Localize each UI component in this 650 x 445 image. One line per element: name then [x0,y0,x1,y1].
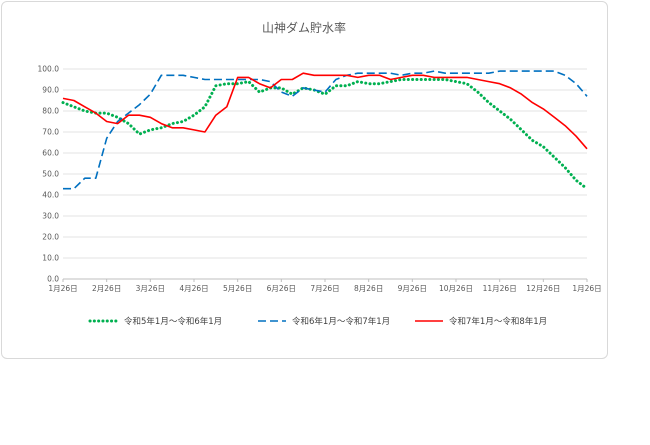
x-tick-label: 8月26日 [354,284,383,293]
y-tick-label: 20.0 [42,233,59,242]
y-axis-ticks: 0.0 10.0 20.0 30.0 40.0 50.0 60.0 70.0 80.0 90.0 1… [38,65,60,284]
series-line-2 [63,70,588,190]
y-tick-label: 50.0 [42,170,59,179]
x-tick-label: 1月26日 [48,284,77,293]
x-axis-ticks: 1月26日 2月26日 3月26日 4月26日 5月26日 6月26日 7月26日 8月26日… [48,279,602,293]
y-tick-label: 80.0 [42,107,59,116]
series-lines [61,70,589,191]
legend: 令和5年1月～令和6年1月 令和6年1月～令和7年1月 令和7年1月～令和8年1月 [88,316,547,327]
x-tick-label: 6月26日 [267,284,296,293]
x-tick-label: 12月26日 [526,284,560,293]
series-line-3 [62,72,588,150]
x-tick-label: 9月26日 [398,284,427,293]
x-tick-label: 7月26日 [310,284,339,293]
x-tick-label: 3月26日 [136,284,165,293]
grid [63,68,587,280]
y-tick-label: 100.0 [38,65,60,74]
x-tick-label: 10月26日 [439,284,473,293]
x-tick-label: 4月26日 [179,284,208,293]
series-line-1 [61,78,589,191]
x-tick-label: 11月26日 [483,284,517,293]
y-tick-label: 0.0 [47,275,59,284]
y-tick-label: 30.0 [42,212,59,221]
x-tick-label: 1月26日 [572,284,601,293]
chart-title: 山神ダム貯水率 [262,20,346,35]
y-tick-label: 10.0 [42,254,59,263]
legend-label-2: 令和6年1月～令和7年1月 [292,316,390,327]
y-tick-label: 60.0 [42,149,59,158]
x-tick-label: 2月26日 [92,284,121,293]
y-tick-label: 90.0 [42,86,59,95]
legend-label-3: 令和7年1月～令和8年1月 [449,316,547,327]
y-tick-label: 40.0 [42,191,59,200]
x-tick-label: 5月26日 [223,284,252,293]
legend-label-1: 令和5年1月～令和6年1月 [124,316,222,327]
chart-card [1,1,608,359]
y-tick-label: 70.0 [42,128,59,137]
